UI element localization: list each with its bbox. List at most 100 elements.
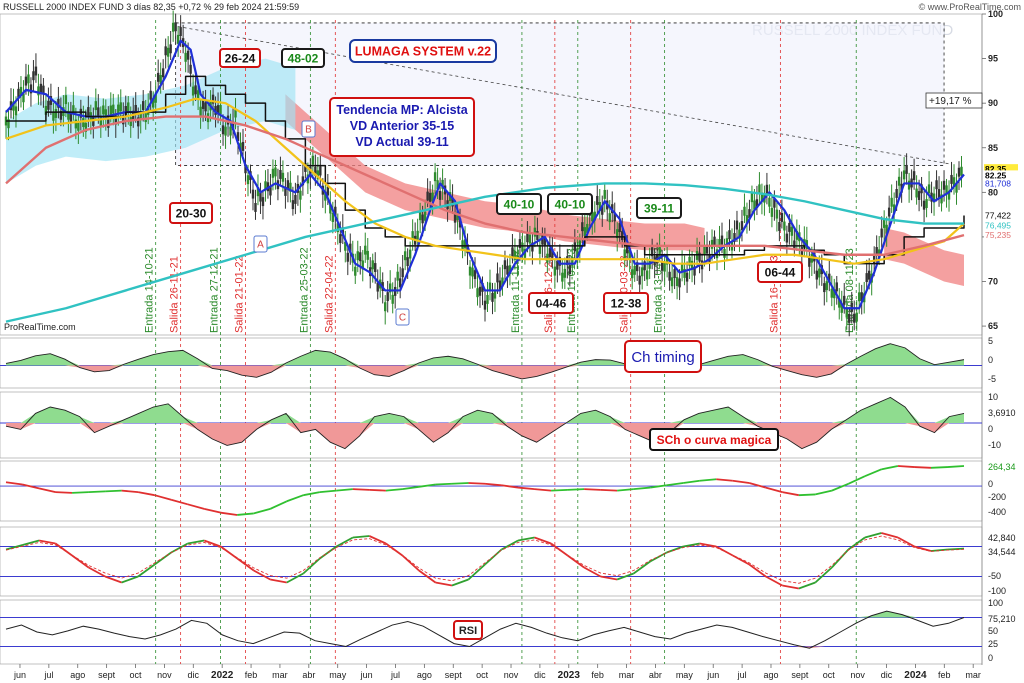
price-bar-body: [935, 180, 938, 190]
osc4-segment: [914, 545, 932, 552]
price-bar-body: [867, 270, 871, 280]
price-tick-label: 70: [988, 277, 998, 287]
price-bar-body: [882, 218, 886, 228]
price-bar-body: [79, 108, 83, 118]
price-bar-body: [955, 183, 958, 193]
price-bar-body: [246, 175, 250, 185]
price-bar-body: [845, 308, 848, 318]
price-bar-body: [608, 213, 611, 223]
osc3-segment: [187, 503, 205, 510]
price-bar-body: [790, 226, 794, 236]
osc3-segment: [468, 482, 486, 485]
x-tick-label: 2022: [211, 670, 234, 681]
price-bar-body: [211, 94, 215, 104]
price-bar-body: [47, 100, 50, 110]
value-tag-1: 82,25: [985, 170, 1007, 180]
price-bar-body: [403, 251, 407, 261]
price-bar-body: [912, 171, 916, 181]
osc3-segment: [881, 465, 899, 471]
rsi-tick-label: 100: [988, 598, 1003, 608]
osc3-segment: [402, 485, 420, 490]
osc4-segment: [88, 566, 106, 578]
price-bar-body: [638, 275, 641, 285]
price-bar-body: [942, 180, 946, 190]
curva-magica-area-pos: [6, 397, 964, 424]
price-bar-body: [526, 233, 529, 243]
price-tick-label: 80: [988, 187, 998, 197]
price-bar-body: [531, 242, 534, 252]
price-bar-body: [219, 105, 222, 114]
price-bar-body: [950, 174, 953, 184]
x-tick-label: 2024: [904, 670, 927, 681]
osc3-segment: [749, 482, 767, 489]
price-bar-body: [775, 209, 779, 219]
price-bar-body: [229, 126, 232, 136]
price-bar-body: [107, 118, 110, 128]
signal-label-4: Entrada 25-03-22: [298, 247, 310, 333]
annotation-label-6: 20-30: [176, 206, 207, 220]
price-bar-body: [374, 263, 377, 272]
price-bar-body: [384, 302, 387, 312]
price-bar-body: [591, 212, 594, 222]
x-tick-label: oct: [823, 670, 836, 680]
price-bar-body: [423, 211, 427, 221]
price-bar-body: [411, 231, 414, 241]
price-bar-body: [902, 170, 906, 180]
price-bar-body: [778, 222, 781, 231]
sc-tick-label: 10: [988, 392, 998, 402]
osc3-segment: [864, 468, 882, 478]
osc4-segment: [748, 563, 767, 578]
price-bar-body: [221, 125, 225, 135]
price-bar-body: [703, 245, 706, 255]
price-bar-body: [104, 109, 107, 119]
osc3-segment: [88, 490, 106, 494]
x-tick-label: dic: [534, 670, 546, 680]
annotation-box-10: [528, 292, 574, 314]
price-bar-body: [376, 282, 379, 292]
annotation-box-11: [603, 292, 649, 314]
osc3-segment: [699, 478, 717, 482]
osc4-segment: [583, 566, 602, 578]
price-bar-body: [154, 93, 157, 103]
price-bar-body: [289, 182, 292, 192]
price-bar-body: [319, 166, 322, 176]
osc4-segment: [616, 572, 634, 581]
osc4-segment: [881, 532, 899, 539]
value-tag-bg-3: [984, 210, 1018, 221]
osc4-segment: [104, 575, 122, 584]
price-bar-body: [860, 292, 863, 302]
osc4-segment: [864, 532, 882, 539]
rsi-tick-label: 50: [988, 626, 998, 636]
curva-magica-line: [5, 396, 965, 450]
price-bar-body: [191, 86, 195, 96]
osc3-segment: [732, 479, 750, 484]
price-bar-body: [194, 85, 197, 95]
price-bar-body: [593, 211, 596, 221]
price-bar-body: [418, 211, 422, 221]
price-bar-body: [568, 265, 572, 275]
price-bar-body: [426, 191, 429, 201]
price-bar-body: [875, 247, 878, 256]
price-bar-body: [361, 260, 364, 270]
price-tick-label: 90: [988, 98, 998, 108]
annotation-label-10: 04-46: [536, 296, 567, 310]
annotation-label-13: A: [257, 240, 264, 251]
x-tick-label: nov: [157, 670, 172, 680]
price-bar-body: [915, 188, 918, 198]
rsi-line: [5, 610, 965, 649]
price-bar-body: [825, 281, 828, 291]
osc3-segment: [22, 483, 40, 490]
price-bar-body: [957, 167, 961, 177]
osc3-segment: [336, 488, 353, 492]
price-bar-body: [334, 206, 337, 216]
price-bar-body: [521, 242, 524, 252]
price-bar-body: [256, 187, 260, 197]
ch-timing-box: [624, 340, 702, 373]
osc4-segment: [633, 560, 651, 575]
price-bar-body: [57, 98, 60, 108]
osc3-segment: [897, 465, 915, 468]
annotation-label-2: 48-02: [288, 51, 319, 65]
price-bar-body: [843, 295, 846, 305]
ichimoku-cloud-red: [285, 94, 705, 255]
price-bar-body: [481, 282, 484, 292]
